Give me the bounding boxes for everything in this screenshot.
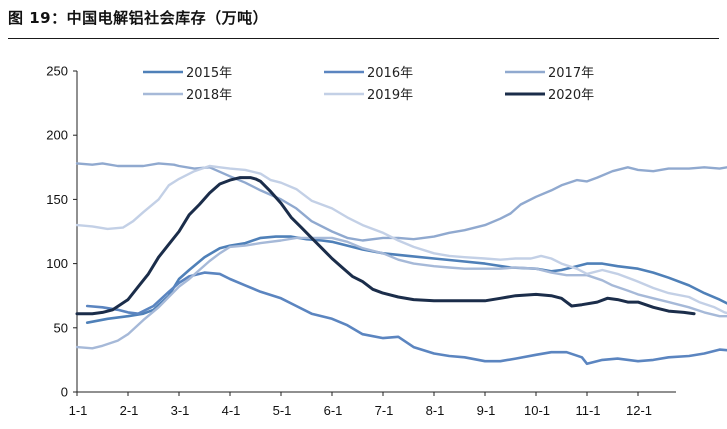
x-tick-label: 6-1: [324, 403, 343, 418]
axes: 0 50 100 150 200 250 1-1 2-1 3-1 4-1 5-1 6-1 7-1 8-1 9…: [46, 64, 676, 418]
title-divider: [8, 38, 719, 39]
series-line-2017: [75, 162, 727, 242]
x-tick-label: 10-1: [524, 403, 550, 418]
series-line-2018: [75, 236, 727, 350]
legend: 2015年 2016年 2017年 2018年 2019年 2020年: [143, 66, 594, 103]
y-tick-label: 100: [46, 256, 68, 271]
series-line-2020: [75, 176, 696, 316]
y-tick-label: 150: [46, 192, 68, 207]
series-lines: [75, 162, 727, 366]
y-tick-label: 200: [46, 128, 68, 143]
x-tick-label: 4-1: [222, 403, 241, 418]
series-line-2016: [85, 271, 727, 366]
y-tick-label: 250: [46, 64, 68, 79]
x-tick-label: 1-1: [69, 403, 88, 418]
legend-label: 2016年: [367, 66, 413, 81]
x-tick-label: 11-1: [575, 403, 600, 418]
x-tick-label: 3-1: [171, 403, 190, 418]
legend-label: 2020年: [548, 88, 594, 103]
y-tick-label: 0: [61, 385, 68, 400]
series-line-2019: [75, 164, 727, 315]
figure-title: 图 19：中国电解铝社会库存（万吨）: [8, 9, 269, 27]
x-tick-label: 12-1: [626, 403, 652, 418]
x-tick-label: 9-1: [477, 403, 496, 418]
x-tick-label: 5-1: [273, 403, 292, 418]
legend-label: 2019年: [367, 88, 413, 103]
y-tick-label: 50: [54, 320, 68, 335]
x-tick-label: 8-1: [426, 403, 445, 418]
legend-label: 2017年: [548, 66, 594, 81]
legend-label: 2015年: [186, 66, 232, 81]
x-tick-label: 7-1: [375, 403, 394, 418]
x-tick-label: 2-1: [120, 403, 139, 418]
legend-label: 2018年: [186, 88, 232, 103]
